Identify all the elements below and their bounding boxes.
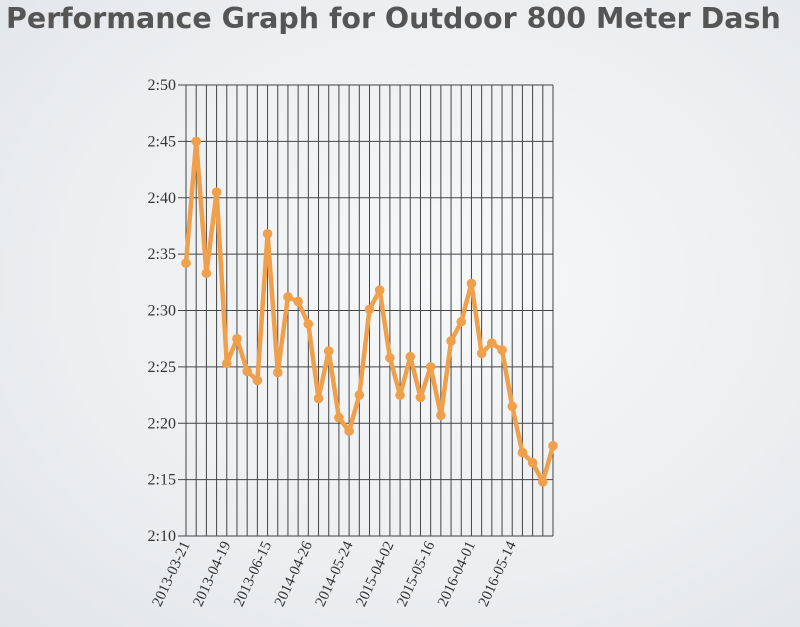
y-tick-label: 2:30 bbox=[148, 303, 176, 320]
y-tick-label: 2:35 bbox=[148, 246, 176, 263]
data-point bbox=[221, 358, 232, 369]
y-tick-label: 2:25 bbox=[148, 359, 176, 376]
data-point bbox=[548, 441, 558, 451]
x-tick-label: 2013-06-15 bbox=[231, 539, 275, 609]
data-point bbox=[374, 285, 385, 296]
data-point bbox=[283, 292, 293, 302]
data-point bbox=[415, 392, 426, 403]
data-point bbox=[232, 333, 242, 344]
x-tick-label: 2013-03-21 bbox=[150, 539, 194, 609]
data-point bbox=[507, 401, 518, 412]
data-point bbox=[538, 477, 548, 487]
data-point bbox=[517, 447, 528, 458]
data-point bbox=[497, 345, 507, 355]
x-tick-label: 2015-04-02 bbox=[353, 539, 397, 609]
data-point bbox=[436, 410, 446, 421]
x-axis: 2013-03-212013-04-192013-06-152014-04-26… bbox=[150, 538, 521, 609]
chart-title: Performance Graph for Outdoor 800 Meter … bbox=[6, 2, 781, 35]
data-point bbox=[303, 319, 314, 329]
data-point bbox=[456, 316, 467, 327]
x-tick-label: 2013-04-19 bbox=[190, 539, 234, 609]
data-point bbox=[466, 278, 477, 289]
data-point bbox=[395, 390, 405, 400]
data-point bbox=[262, 229, 273, 239]
data-point bbox=[242, 366, 252, 377]
x-tick-label: 2014-05-24 bbox=[313, 538, 357, 609]
data-point bbox=[181, 258, 191, 268]
data-point bbox=[191, 136, 201, 147]
y-tick-label: 2:40 bbox=[148, 190, 176, 207]
data-point bbox=[405, 351, 416, 362]
x-tick-label: 2016-04-01 bbox=[435, 539, 479, 609]
data-point bbox=[334, 412, 344, 423]
data-point bbox=[354, 390, 365, 400]
x-tick-label: 2014-04-26 bbox=[272, 538, 316, 609]
data-point bbox=[293, 296, 303, 307]
data-point bbox=[527, 457, 538, 468]
data-point bbox=[323, 346, 334, 356]
data-point bbox=[487, 338, 497, 348]
data-point bbox=[201, 268, 212, 279]
data-point bbox=[313, 393, 324, 404]
y-tick-label: 2:20 bbox=[148, 415, 176, 432]
y-tick-label: 2:15 bbox=[148, 472, 176, 489]
y-tick-label: 2:45 bbox=[148, 133, 176, 150]
y-tick-label: 2:50 bbox=[148, 77, 176, 94]
x-tick-label: 2015-05-16 bbox=[394, 538, 438, 609]
data-series bbox=[181, 136, 558, 487]
data-point bbox=[252, 375, 263, 386]
data-point bbox=[446, 336, 456, 346]
data-point bbox=[364, 304, 375, 315]
data-point bbox=[385, 353, 395, 363]
data-point bbox=[211, 187, 222, 197]
x-tick-label: 2016-05-14 bbox=[476, 538, 520, 609]
data-point bbox=[425, 362, 436, 372]
data-point bbox=[272, 367, 283, 378]
y-tick-label: 2:10 bbox=[148, 528, 176, 545]
y-axis: 2:10 2:15 2:20 2:25 2:30 2:35 2:40 2:45 2:50 bbox=[148, 77, 176, 545]
data-point bbox=[476, 348, 487, 359]
data-point bbox=[344, 426, 354, 436]
